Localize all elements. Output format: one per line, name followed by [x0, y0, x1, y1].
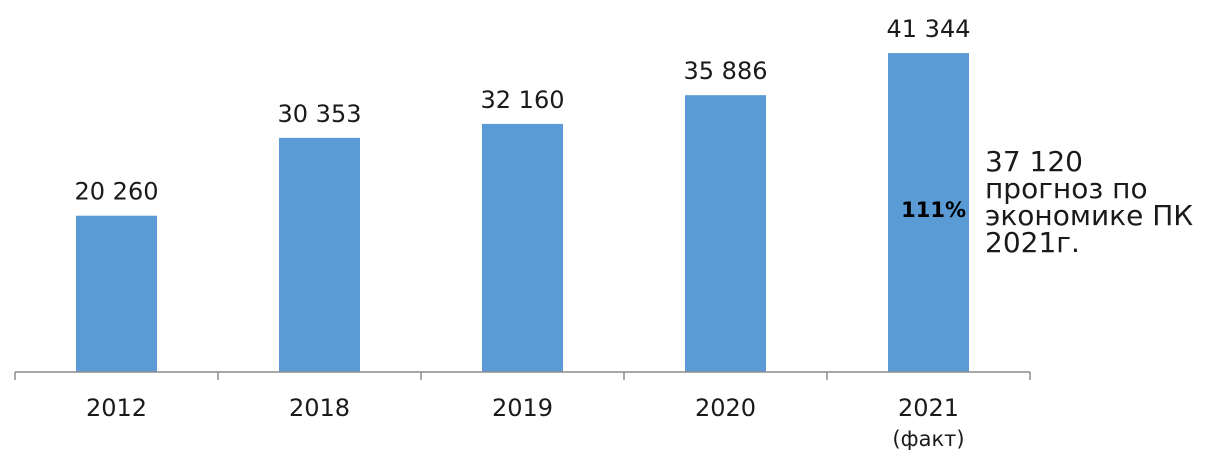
forecast-annotation: 37 120 прогноз по экономике ПК 2021г. — [985, 145, 1194, 259]
x-tick-sublabel-2021: (факт) — [892, 427, 964, 450]
value-label-2021: 41 344 — [887, 15, 971, 43]
value-label-2018: 30 353 — [278, 100, 362, 128]
x-tick-label-2020: 2020 — [695, 394, 756, 422]
x-tick-labels-group: 2012 2018 2019 2020 2021 (факт) — [86, 394, 965, 450]
bars-group — [76, 53, 969, 372]
value-labels-group: 20 260 30 353 32 160 35 886 41 344 — [75, 15, 971, 206]
x-tick-label-2012: 2012 — [86, 394, 147, 422]
x-tick-label-2018: 2018 — [289, 394, 350, 422]
x-tick-label-2021: 2021 — [898, 394, 959, 422]
bar-percent-annotation: 111% — [901, 198, 966, 222]
bar-2019 — [482, 123, 563, 372]
x-axis — [14, 371, 1031, 380]
value-label-2020: 35 886 — [684, 57, 768, 85]
value-label-2019: 32 160 — [481, 86, 565, 114]
bar-2018 — [279, 137, 360, 372]
bar-2021 — [888, 53, 969, 372]
x-tick-label-2019: 2019 — [492, 394, 553, 422]
bar-2012 — [76, 215, 157, 372]
bar-2020 — [685, 95, 766, 372]
value-label-2012: 20 260 — [75, 178, 159, 206]
